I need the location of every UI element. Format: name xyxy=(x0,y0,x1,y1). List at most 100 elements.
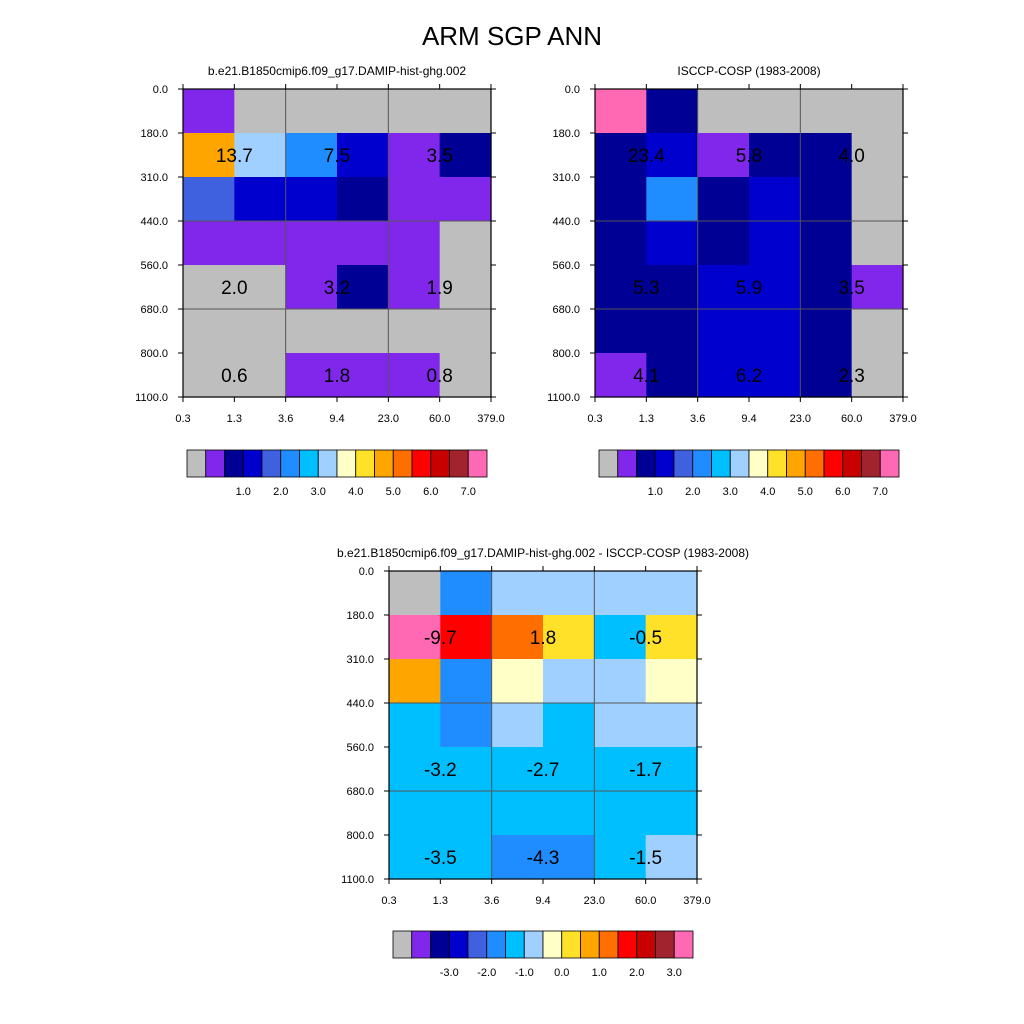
colorbar-swatch xyxy=(673,930,694,959)
data-label: -3.2 xyxy=(424,760,457,781)
y-tick-label: 440.0 xyxy=(552,216,580,228)
data-label: 1.8 xyxy=(530,628,556,649)
heatmap-cell xyxy=(646,133,699,178)
x-tick-label: 1.3 xyxy=(433,895,448,907)
colorbar-swatch xyxy=(748,449,769,478)
x-tick-label: 3.6 xyxy=(690,413,705,425)
heatmap-cell xyxy=(389,703,441,748)
colorbar-swatch xyxy=(261,449,282,478)
heatmap-cell xyxy=(183,265,235,310)
heatmap-cell xyxy=(800,309,853,354)
heatmap-cell xyxy=(440,791,493,836)
x-tick-label: 1.3 xyxy=(639,413,654,425)
y-tick-label: 180.0 xyxy=(346,610,374,622)
x-tick-label: 23.0 xyxy=(790,413,811,425)
heatmap-cell xyxy=(337,221,389,266)
colorbar-swatch xyxy=(598,930,619,959)
data-label: 0.6 xyxy=(221,366,247,387)
x-tick-label: 60.0 xyxy=(429,413,450,425)
heatmap-cell xyxy=(439,265,492,310)
heatmap-cell xyxy=(749,265,801,310)
heatmap-cell xyxy=(440,747,493,792)
heatmap-cell xyxy=(337,177,389,222)
x-tick-label: 23.0 xyxy=(584,895,605,907)
heatmap-cell xyxy=(337,133,389,178)
y-tick-label: 310.0 xyxy=(140,172,168,184)
heatmap-cell xyxy=(285,353,338,398)
heatmap-cell xyxy=(595,265,647,310)
heatmap-cell xyxy=(389,791,441,836)
colorbar-swatch xyxy=(448,930,469,959)
y-tick-label: 560.0 xyxy=(140,260,168,272)
heatmap-cell xyxy=(697,89,750,134)
heatmap-cell xyxy=(440,615,493,660)
data-label: -0.5 xyxy=(629,628,662,649)
heatmap-cell xyxy=(388,89,441,134)
heatmap-cell xyxy=(851,353,904,398)
x-tick-label: 9.4 xyxy=(741,413,756,425)
heatmap-cell xyxy=(439,221,492,266)
colorbar-swatch xyxy=(861,449,881,478)
heatmap-cell xyxy=(183,309,235,354)
heatmap-cell xyxy=(440,703,493,748)
heatmap-cell xyxy=(543,791,595,836)
heatmap-cell xyxy=(183,89,235,134)
y-tick-label: 800.0 xyxy=(552,348,580,360)
heatmap-cell xyxy=(595,177,647,222)
heatmap-cell xyxy=(800,221,853,266)
heatmap-cell xyxy=(285,89,338,134)
x-tick-label: 0.3 xyxy=(175,413,190,425)
colorbar-swatch xyxy=(729,449,750,478)
colorbar-swatch xyxy=(523,930,544,959)
heatmap-cell xyxy=(645,703,698,748)
y-tick-label: 440.0 xyxy=(140,216,168,228)
heatmap-cell xyxy=(234,89,287,134)
data-label: 5.3 xyxy=(633,278,659,299)
heatmap-cell xyxy=(800,133,853,178)
y-tick-label: 1100.0 xyxy=(547,392,580,404)
heatmap-cell xyxy=(646,265,699,310)
colorbar-label: 2.0 xyxy=(629,967,644,979)
heatmap-cell xyxy=(337,309,389,354)
y-tick-label: 1100.0 xyxy=(341,874,374,886)
heatmap-cell xyxy=(851,221,904,266)
colorbar-label: 2.0 xyxy=(685,486,700,498)
heatmap-cell xyxy=(646,309,699,354)
heatmap-cell xyxy=(491,791,544,836)
heatmap-cell xyxy=(234,265,287,310)
y-tick-label: 0.0 xyxy=(359,566,374,578)
heatmap-cell xyxy=(543,659,595,704)
colorbar-swatch xyxy=(280,449,300,478)
heatmap-cell xyxy=(646,177,699,222)
heatmap-cell xyxy=(749,221,801,266)
x-tick-label: 3.6 xyxy=(484,895,499,907)
colorbar-swatch xyxy=(823,449,844,478)
panel-diff: b.e21.B1850cmip6.f09_g17.DAMIP-hist-ghg.… xyxy=(337,546,749,979)
heatmap-cell xyxy=(234,221,287,266)
heatmap-cell xyxy=(234,353,287,398)
colorbar-label: 5.0 xyxy=(386,486,401,498)
heatmap-cell xyxy=(388,133,441,178)
colorbar-label: 3.0 xyxy=(667,967,682,979)
colorbar-label: 6.0 xyxy=(423,486,438,498)
heatmap-cell xyxy=(440,659,493,704)
x-tick-label: 23.0 xyxy=(378,413,399,425)
heatmap-cell xyxy=(440,835,493,880)
y-tick-label: 680.0 xyxy=(140,304,168,316)
data-label: 5.9 xyxy=(736,278,762,299)
colorbar-label: 7.0 xyxy=(461,486,476,498)
heatmap-cell xyxy=(645,615,698,660)
colorbar-swatch xyxy=(186,449,207,478)
data-label: 1.9 xyxy=(426,278,452,299)
heatmap-cell xyxy=(697,265,750,310)
heatmap-cell xyxy=(234,309,287,354)
panel-model: b.e21.B1850cmip6.f09_g17.DAMIP-hist-ghg.… xyxy=(135,64,505,498)
heatmap-cell xyxy=(491,747,544,792)
heatmap-cell xyxy=(697,221,750,266)
colorbar-label: 2.0 xyxy=(273,486,288,498)
heatmap-cell xyxy=(595,133,647,178)
colorbar-label: 0.0 xyxy=(554,967,569,979)
heatmap-cell xyxy=(388,265,441,310)
heatmap-cell xyxy=(749,177,801,222)
